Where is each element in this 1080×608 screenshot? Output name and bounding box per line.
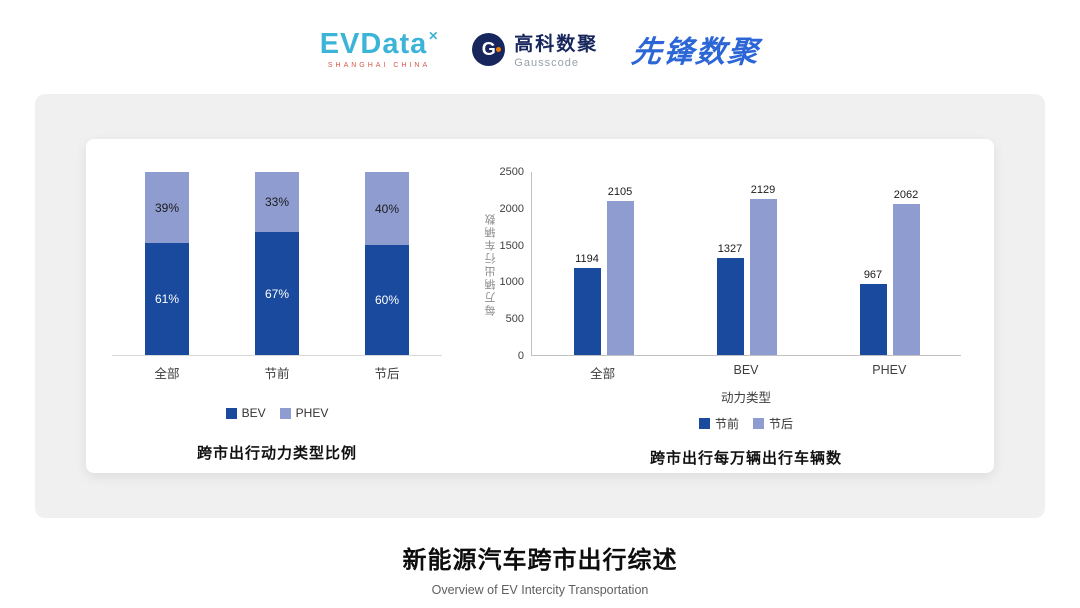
evdata-wordmark-row: EVData✕ <box>319 27 439 60</box>
y-axis-ticks: 0 500 1000 1500 2000 2500 <box>497 166 531 362</box>
grouped-categories: 全部 BEV PHEV <box>531 363 961 382</box>
bar-with-label: 2062 <box>892 172 920 355</box>
gausscode-logo: G 高科数聚 Gausscode <box>472 29 598 69</box>
legend-item: 节前 <box>698 415 739 432</box>
legend-label: 节前 <box>714 417 739 431</box>
y-tick-label: 0 <box>517 350 524 362</box>
evdata-wordmark: EVData <box>319 27 428 60</box>
pioneer-logo: 先锋数聚 <box>630 36 762 69</box>
stacked-bar: 39% 61% <box>145 172 189 355</box>
bar <box>892 204 920 355</box>
gausscode-icon: G <box>472 32 506 66</box>
value-label: 2129 <box>750 184 776 197</box>
category-label: PHEV <box>872 363 907 377</box>
stacked-plot: 39% 61% 33% 67% 40% 60% <box>112 172 442 356</box>
legend-swatch <box>753 418 764 429</box>
y-tick-label: 500 <box>505 313 524 326</box>
gausscode-name-cn: 高科数聚 <box>514 34 599 55</box>
charts-card: 39% 61% 33% 67% 40% 60% 全部 节前 节后 BEV PHEV 跨市出行动力… <box>86 139 994 473</box>
bar-with-label: 2129 <box>749 172 777 355</box>
phev-segment: 39% <box>145 172 189 244</box>
grouped-legend: 节前 节后 <box>531 415 961 432</box>
stacked-bar: 33% 67% <box>255 172 299 355</box>
stacked-chart-title: 跨市出行动力类型比例 <box>196 445 357 462</box>
stacked-chart: 39% 61% 33% 67% 40% 60% 全部 节前 节后 BEV PHEV 跨市出行动力… <box>86 172 461 473</box>
value-label: 1327 <box>717 242 743 255</box>
grouped-chart-title: 跨市出行每万辆出行车辆数 <box>649 450 842 467</box>
evdata-star-icon: ✕ <box>428 28 439 43</box>
legend-swatch <box>698 418 710 429</box>
stacked-bar: 40% 60% <box>365 172 409 355</box>
category-label: 全部 <box>590 367 616 381</box>
gausscode-letter: G <box>481 38 496 59</box>
phev-segment: 33% <box>255 172 299 233</box>
bar-with-label: 967 <box>859 172 887 355</box>
stacked-bar-slot: 39% 61% <box>112 172 222 355</box>
evdata-tagline: SHANGHAI CHINA <box>327 61 431 69</box>
bar <box>859 284 887 355</box>
bar-group: 967 2062 <box>818 172 961 355</box>
page-title: 新能源汽车跨市出行综述 <box>402 547 678 574</box>
value-label: 2105 <box>607 185 633 198</box>
category-label: BEV <box>733 363 759 377</box>
legend-label: PHEV <box>295 406 329 420</box>
gausscode-dot-icon <box>496 46 502 52</box>
phev-segment: 40% <box>365 172 409 246</box>
y-tick-label: 1000 <box>499 276 524 289</box>
value-label: 967 <box>863 269 883 282</box>
bev-segment: 61% <box>145 243 189 355</box>
legend-swatch <box>279 407 291 419</box>
charts-panel: 39% 61% 33% 67% 40% 60% 全部 节前 节后 BEV PHEV 跨市出行动力… <box>35 94 1045 518</box>
y-tick-label: 1500 <box>499 239 524 252</box>
bar <box>716 257 744 355</box>
grouped-chart: 每万辆出行车辆数 0 500 1000 1500 2000 2500 1194 2105 13… <box>461 166 994 473</box>
category-label: 节前 <box>264 367 290 381</box>
bar-group: 1194 2105 <box>532 172 675 355</box>
bar-group: 1327 2129 <box>675 172 818 355</box>
stacked-legend: BEV PHEV <box>112 406 442 420</box>
x-axis-label: 动力类型 <box>720 391 771 405</box>
legend-swatch <box>225 407 237 419</box>
stacked-bar-slot: 40% 60% <box>332 172 442 355</box>
gausscode-name-en: Gausscode <box>514 57 579 69</box>
legend-item: BEV <box>225 406 266 420</box>
bev-segment: 67% <box>255 232 299 355</box>
stacked-categories: 全部 节前 节后 <box>112 363 442 382</box>
bar-with-label: 1327 <box>716 172 744 355</box>
bar <box>573 267 601 355</box>
evdata-logo: EVData✕ SHANGHAI CHINA <box>319 27 439 69</box>
legend-label: 节后 <box>769 417 794 431</box>
bar <box>749 199 777 355</box>
footer: 新能源汽车跨市出行综述 Overview of EV Intercity Tra… <box>0 540 1080 597</box>
grouped-plot-wrap: 每万辆出行车辆数 0 500 1000 1500 2000 2500 1194 2105 13… <box>485 166 994 362</box>
category-label: 全部 <box>154 367 180 381</box>
legend-item: 节后 <box>753 415 793 432</box>
page-subtitle: Overview of EV Intercity Transportation <box>431 583 649 597</box>
legend-item: PHEV <box>279 406 329 420</box>
grouped-plot: 1194 2105 1327 2129 967 2062 <box>531 172 961 356</box>
bar <box>606 200 634 355</box>
logo-bar: EVData✕ SHANGHAI CHINA G 高科数聚 Gausscode … <box>0 0 1080 74</box>
bar-with-label: 1194 <box>573 172 601 355</box>
y-tick-label: 2500 <box>499 166 524 178</box>
bar-with-label: 2105 <box>606 172 634 355</box>
value-label: 1194 <box>575 252 599 265</box>
category-label: 节后 <box>374 367 400 381</box>
bev-segment: 60% <box>365 245 409 355</box>
gausscode-text: 高科数聚 Gausscode <box>514 29 598 69</box>
value-label: 2062 <box>893 189 919 202</box>
stacked-bar-slot: 33% 67% <box>222 172 332 355</box>
y-tick-label: 2000 <box>499 202 524 215</box>
legend-label: BEV <box>241 406 266 420</box>
